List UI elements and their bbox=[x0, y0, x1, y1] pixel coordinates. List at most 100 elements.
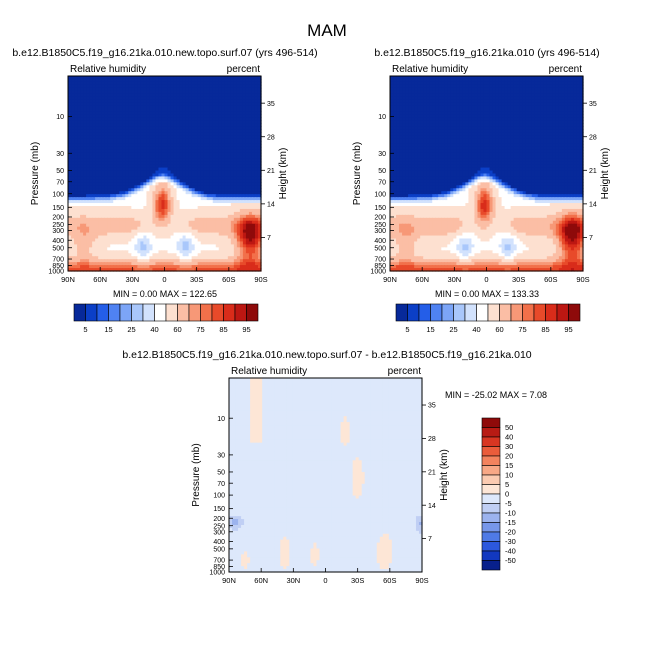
heatmap-cell bbox=[399, 76, 403, 80]
heatmap-cell bbox=[158, 132, 163, 136]
heatmap-cell bbox=[206, 220, 211, 225]
heatmap-cell bbox=[504, 81, 509, 86]
heatmap-cell bbox=[185, 256, 190, 260]
heatmap-cell bbox=[137, 90, 141, 95]
heatmap-cell bbox=[558, 99, 563, 104]
heatmap-cell bbox=[119, 191, 123, 195]
heatmap-cell bbox=[122, 262, 126, 266]
heatmap-cell bbox=[146, 84, 151, 89]
heatmap-cell bbox=[170, 256, 175, 260]
heatmap-cell bbox=[194, 126, 199, 130]
heatmap-cell bbox=[89, 182, 93, 186]
heatmap-cell bbox=[83, 229, 87, 234]
heatmap-cell bbox=[480, 90, 485, 95]
heatmap-cell bbox=[128, 229, 132, 234]
heatmap-cell bbox=[152, 244, 157, 248]
heatmap-cell bbox=[230, 238, 235, 243]
heatmap-cell bbox=[152, 197, 157, 201]
heatmap-cell bbox=[170, 247, 175, 251]
heatmap-cell bbox=[107, 211, 111, 216]
heatmap-cell bbox=[525, 78, 530, 83]
heatmap-cell bbox=[471, 99, 476, 104]
heatmap-cell bbox=[98, 105, 102, 110]
heatmap-cell bbox=[215, 179, 220, 183]
heatmap-cell bbox=[137, 132, 141, 136]
heatmap-cell bbox=[137, 170, 141, 175]
heatmap-cell bbox=[534, 78, 539, 83]
heatmap-cell bbox=[146, 90, 151, 95]
heatmap-cell bbox=[444, 99, 448, 104]
heatmap-cell bbox=[167, 253, 172, 257]
heatmap-cell bbox=[209, 111, 214, 115]
heatmap-cell bbox=[209, 158, 214, 163]
heatmap-cell bbox=[230, 81, 235, 86]
heatmap-cell bbox=[113, 223, 117, 228]
heatmap-cell bbox=[254, 149, 259, 154]
heatmap-cell bbox=[423, 84, 427, 89]
heatmap-cell bbox=[257, 253, 262, 257]
colorbar-swatch bbox=[73, 303, 86, 322]
heatmap-cell bbox=[179, 138, 184, 142]
heatmap-cell bbox=[113, 132, 117, 136]
heatmap-cell bbox=[170, 158, 175, 163]
heatmap-cell bbox=[113, 76, 117, 80]
heatmap-cell bbox=[71, 235, 75, 240]
heatmap-cell bbox=[155, 111, 160, 115]
heatmap-cell bbox=[194, 265, 199, 269]
heatmap-cell bbox=[164, 259, 169, 263]
heatmap-cell bbox=[95, 188, 99, 192]
heatmap-cell bbox=[239, 262, 244, 266]
heatmap-cell bbox=[95, 247, 99, 251]
heatmap-cell bbox=[143, 223, 148, 228]
heatmap-cell bbox=[134, 114, 138, 118]
heatmap-cell bbox=[519, 87, 524, 92]
heatmap-cell bbox=[200, 208, 205, 213]
heatmap-cell bbox=[522, 76, 527, 80]
heatmap-cell bbox=[399, 87, 403, 92]
heatmap-cell bbox=[233, 241, 238, 245]
heatmap-cell bbox=[179, 253, 184, 257]
heatmap-cell bbox=[155, 265, 160, 269]
heatmap-cell bbox=[164, 111, 169, 115]
heatmap-cell bbox=[92, 141, 96, 145]
heatmap-cell bbox=[248, 132, 253, 136]
heatmap-cell bbox=[227, 226, 232, 231]
heatmap-cell bbox=[125, 185, 129, 189]
heatmap-cell bbox=[212, 132, 217, 136]
heatmap-cell bbox=[227, 161, 232, 166]
heatmap-cell bbox=[170, 120, 175, 124]
heatmap-cell bbox=[233, 203, 238, 207]
heatmap-cell bbox=[236, 114, 241, 118]
heatmap-cell bbox=[74, 268, 78, 272]
heatmap-cell bbox=[71, 244, 75, 248]
heatmap-cell bbox=[417, 99, 421, 104]
heatmap-cell bbox=[164, 203, 169, 207]
heatmap-cell bbox=[561, 84, 566, 89]
heatmap-cell bbox=[230, 102, 235, 107]
heatmap-cell bbox=[522, 84, 527, 89]
heatmap-cell bbox=[152, 108, 157, 113]
heatmap-cell bbox=[113, 167, 117, 172]
heatmap-cell bbox=[113, 108, 117, 113]
heatmap-cell bbox=[212, 265, 217, 269]
heatmap-cell bbox=[227, 232, 232, 237]
heatmap-cell bbox=[128, 152, 132, 157]
heatmap-cell bbox=[224, 170, 229, 175]
heatmap-cell bbox=[254, 78, 259, 83]
heatmap-cell bbox=[414, 99, 418, 104]
heatmap-cell bbox=[224, 247, 229, 251]
heatmap-cell bbox=[92, 99, 96, 104]
heatmap-cell bbox=[71, 117, 75, 121]
heatmap-cell bbox=[176, 146, 181, 151]
heatmap-cell bbox=[137, 262, 141, 266]
heatmap-cell bbox=[155, 99, 160, 104]
heatmap-cell bbox=[167, 96, 172, 101]
heatmap-cell bbox=[191, 253, 196, 257]
heatmap-cell bbox=[119, 93, 123, 98]
heatmap-cell bbox=[179, 93, 184, 98]
heatmap-cell bbox=[495, 81, 500, 86]
heatmap-cell bbox=[495, 93, 500, 98]
heatmap-cell bbox=[209, 132, 214, 136]
heatmap-cell bbox=[152, 102, 157, 107]
heatmap-cell bbox=[149, 232, 154, 237]
